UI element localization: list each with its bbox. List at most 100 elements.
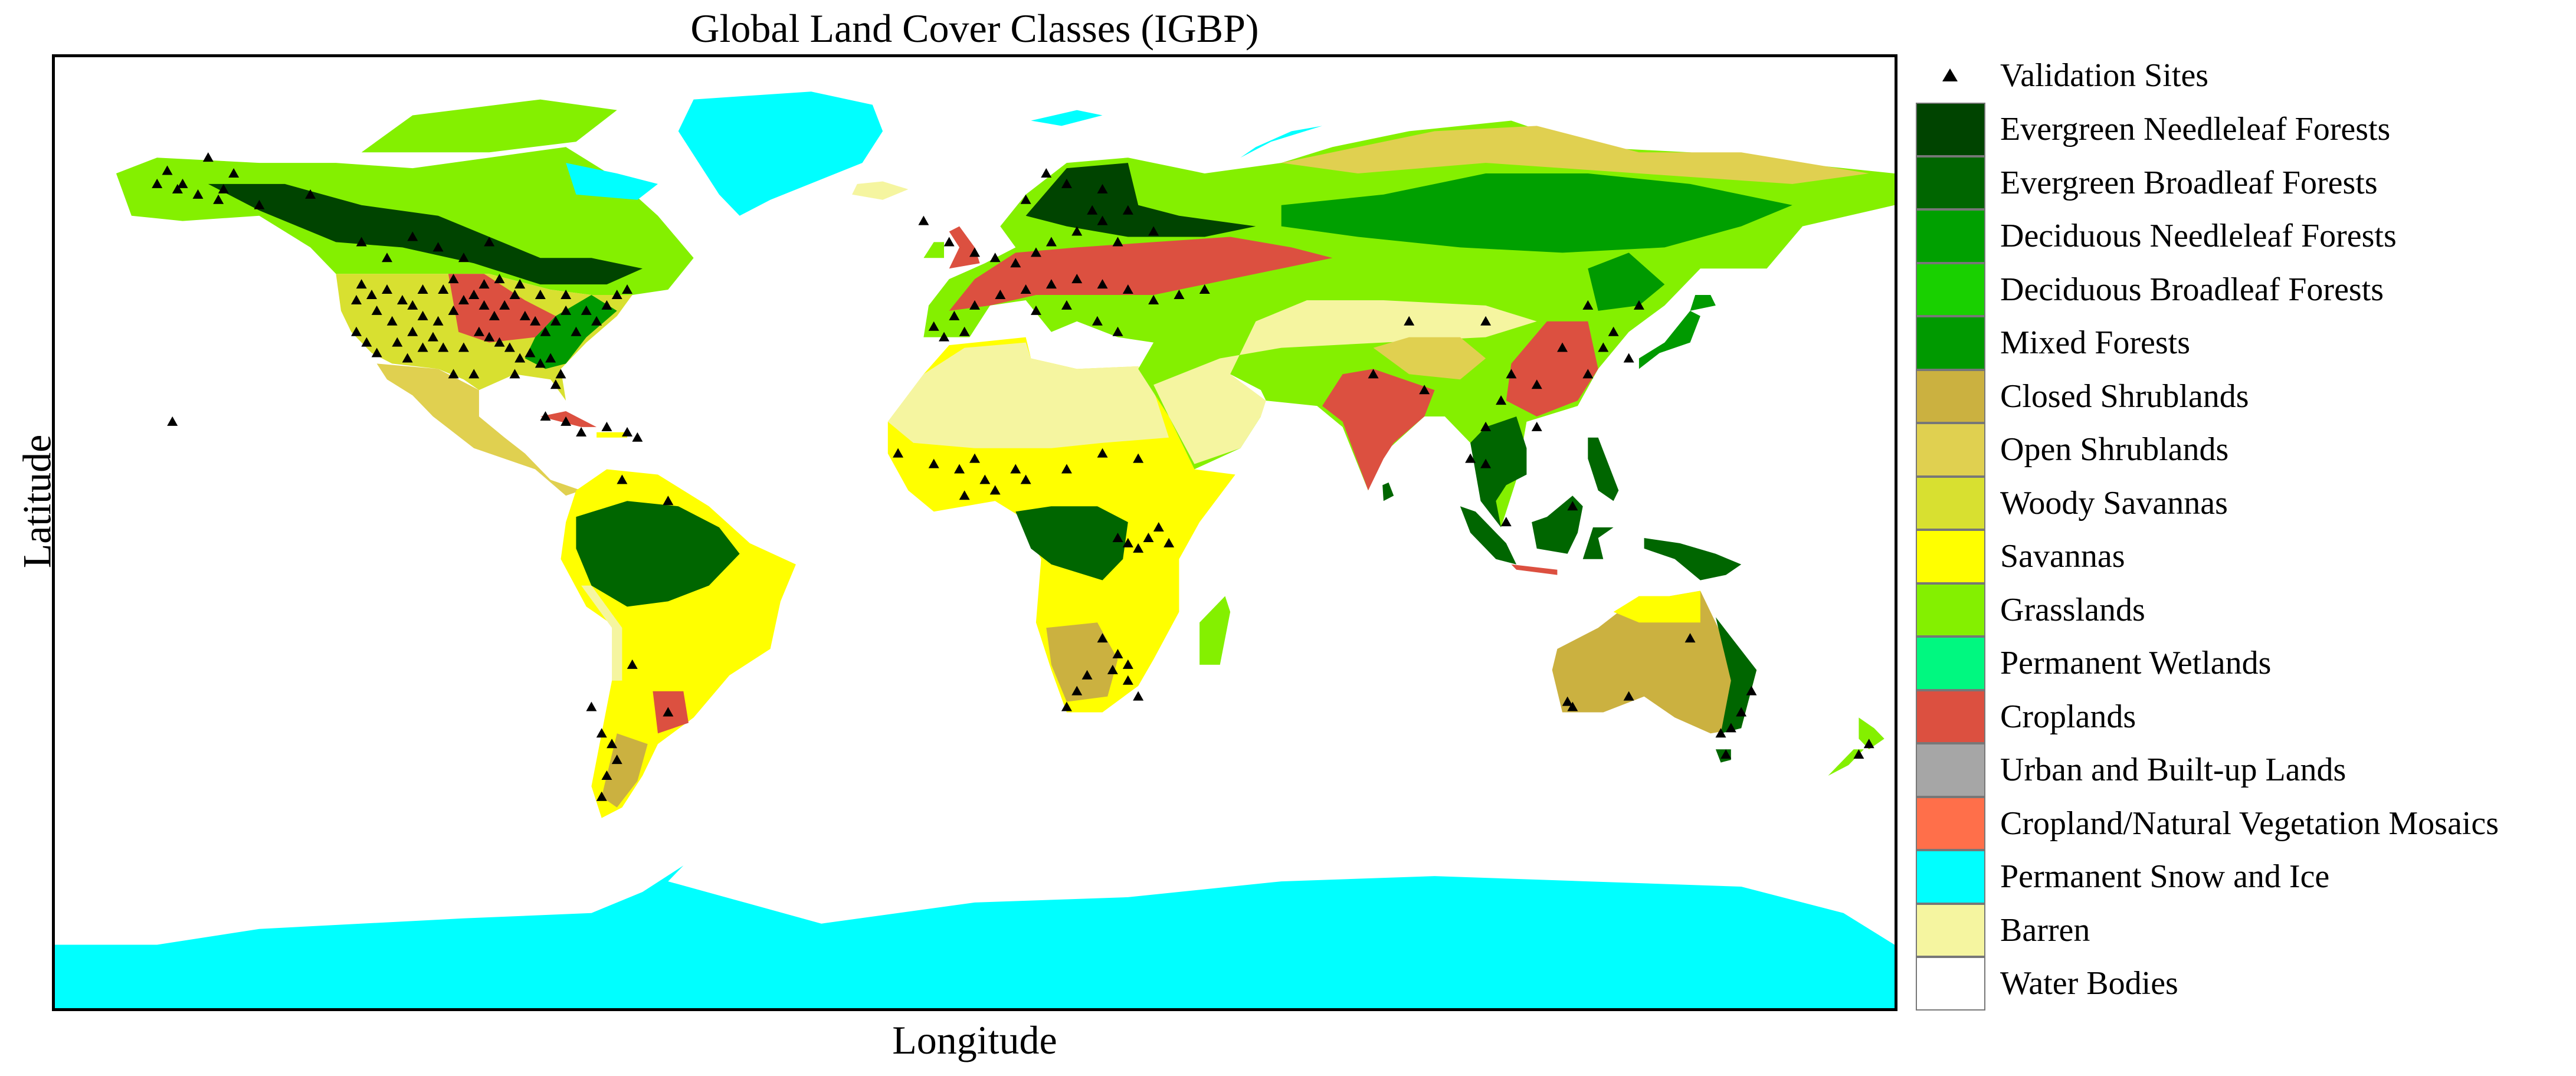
validation-site-marker xyxy=(1199,284,1210,294)
validation-site-marker xyxy=(1071,685,1083,696)
validation-site-marker xyxy=(969,300,980,310)
land-region xyxy=(1582,527,1614,559)
validation-site-marker xyxy=(202,152,214,162)
validation-site-marker xyxy=(535,358,546,368)
legend-swatch xyxy=(1916,423,1985,477)
world-map xyxy=(52,54,1897,1011)
validation-site-marker xyxy=(1071,226,1083,236)
validation-site-marker xyxy=(1020,194,1031,204)
validation-site-marker xyxy=(1122,284,1133,294)
validation-site-marker xyxy=(1061,464,1072,474)
validation-site-marker xyxy=(540,411,551,421)
validation-site-marker xyxy=(1122,659,1133,669)
legend-swatch xyxy=(1916,530,1985,583)
validation-site-marker xyxy=(438,284,449,294)
land-region xyxy=(1199,596,1231,665)
validation-site-marker xyxy=(632,432,643,442)
validation-site-marker xyxy=(152,178,163,188)
legend-validation-sites-label: Validation Sites xyxy=(2000,57,2209,94)
validation-site-marker xyxy=(514,353,526,363)
validation-site-marker xyxy=(1863,739,1874,749)
validation-site-marker xyxy=(939,332,950,342)
validation-site-marker xyxy=(356,237,367,247)
validation-site-marker xyxy=(954,464,965,474)
validation-site-marker xyxy=(596,728,607,738)
legend-label: Open Shrublands xyxy=(2000,431,2229,468)
land-region xyxy=(1015,506,1128,580)
validation-site-marker xyxy=(1720,749,1732,759)
validation-site-marker xyxy=(1087,205,1098,215)
validation-site-marker xyxy=(1582,300,1594,310)
validation-site-marker xyxy=(305,189,316,199)
land-region xyxy=(1281,173,1792,253)
validation-site-marker xyxy=(1148,294,1159,304)
land-region xyxy=(1025,163,1256,237)
validation-site-marker xyxy=(361,337,372,347)
legend-label: Permanent Snow and Ice xyxy=(2000,858,2330,895)
validation-site-marker xyxy=(479,279,490,289)
legend-label: Closed Shrublands xyxy=(2000,378,2249,415)
map-title: Global Land Cover Classes (IGBP) xyxy=(690,6,1259,51)
land-region xyxy=(1322,369,1435,491)
legend-swatch xyxy=(1916,209,1985,263)
land-region xyxy=(1373,337,1486,380)
validation-site-marker xyxy=(1480,421,1492,431)
land-region xyxy=(576,501,740,607)
validation-site-marker xyxy=(611,290,622,299)
validation-site-marker xyxy=(525,347,536,357)
validation-site-marker xyxy=(177,178,188,188)
validation-site-marker xyxy=(479,300,490,310)
validation-site-marker xyxy=(509,290,520,299)
legend-label: Woody Savannas xyxy=(2000,484,2228,521)
legend-label: Savannas xyxy=(2000,538,2125,575)
legend-swatch xyxy=(1916,476,1985,530)
validation-site-marker xyxy=(162,165,173,175)
legend-label: Water Bodies xyxy=(2000,965,2178,1002)
legend-swatch xyxy=(1916,850,1985,904)
validation-site-marker xyxy=(576,427,587,437)
validation-site-marker xyxy=(519,310,530,320)
legend-label: Cropland/Natural Vegetation Mosaics xyxy=(2000,805,2499,842)
validation-site-marker xyxy=(1010,464,1021,474)
validation-site-marker xyxy=(1061,300,1072,310)
validation-site-marker xyxy=(611,754,622,765)
legend-item: Urban and Built-up Lands xyxy=(1914,743,2569,797)
legend-swatch xyxy=(1916,743,1985,797)
validation-site-marker xyxy=(596,791,607,801)
land-region xyxy=(949,226,980,269)
validation-site-marker xyxy=(407,300,418,310)
land-region xyxy=(1859,717,1885,750)
legend-label: Deciduous Needleleaf Forests xyxy=(2000,218,2397,254)
validation-site-marker xyxy=(494,337,505,347)
validation-site-marker xyxy=(949,310,960,320)
land-region xyxy=(376,363,582,496)
validation-site-marker xyxy=(1557,342,1568,352)
validation-site-marker xyxy=(1112,237,1123,247)
validation-site-marker xyxy=(1623,353,1634,363)
land-region xyxy=(1532,496,1583,554)
validation-site-marker xyxy=(959,326,970,336)
validation-site-marker xyxy=(1736,707,1747,717)
land-region xyxy=(581,585,622,681)
legend-item: Savannas xyxy=(1914,530,2569,583)
validation-site-marker xyxy=(448,274,459,284)
validation-site-marker xyxy=(381,252,392,263)
validation-site-marker xyxy=(591,316,602,326)
legend-label: Permanent Wetlands xyxy=(2000,645,2272,681)
land-region xyxy=(1511,564,1558,575)
land-region xyxy=(601,733,648,808)
validation-site-marker xyxy=(601,421,612,431)
validation-site-marker xyxy=(1567,501,1578,511)
validation-site-marker xyxy=(989,252,1001,263)
legend-swatch xyxy=(1916,156,1985,209)
legend-item: Permanent Wetlands xyxy=(1914,637,2569,690)
validation-site-marker xyxy=(1097,633,1108,643)
validation-site-marker xyxy=(407,231,418,241)
validation-site-marker xyxy=(959,490,970,500)
validation-site-marker xyxy=(213,194,224,204)
validation-site-marker xyxy=(601,300,612,310)
validation-site-marker xyxy=(1633,300,1644,310)
validation-site-marker xyxy=(489,310,500,320)
validation-site-marker xyxy=(1419,385,1430,395)
validation-site-marker xyxy=(1092,316,1103,326)
